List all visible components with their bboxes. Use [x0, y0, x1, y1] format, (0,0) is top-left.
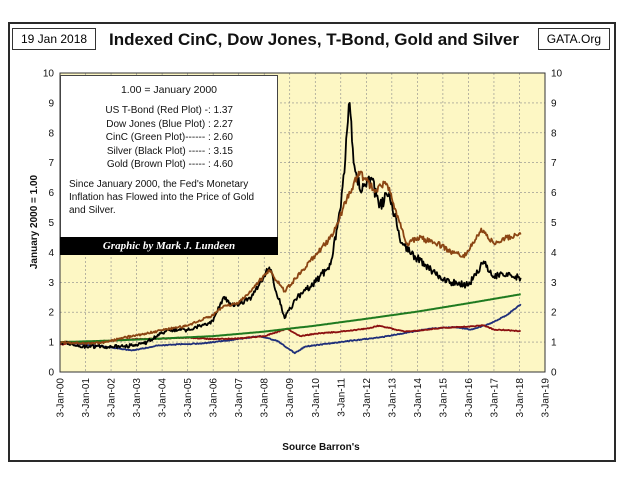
x-tick-label: 3-Jan-00 [56, 378, 67, 418]
y-tick-label-right: 8 [551, 128, 557, 139]
legend-line-dow: Dow Jones (Blue Plot) : 2.27 [106, 118, 233, 130]
legend-line-silver: Silver (Black Plot) ----- : 3.15 [106, 145, 233, 157]
y-tick-label-right: 1 [551, 338, 557, 349]
y-tick-label-left: 0 [48, 368, 54, 379]
y-tick-label-right: 10 [551, 69, 563, 80]
y-tick-label-right: 3 [551, 278, 557, 289]
x-tick-label: 3-Jan-08 [260, 378, 271, 418]
y-tick-label-left: 6 [48, 188, 54, 199]
y-tick-label-left: 4 [48, 248, 54, 259]
x-tick-label: 3-Jan-13 [387, 378, 398, 418]
y-tick-label-left: 9 [48, 98, 54, 109]
x-tick-label: 3-Jan-09 [285, 378, 296, 418]
site-label: GATA.Org [537, 28, 610, 50]
x-tick-label: 3-Jan-04 [158, 378, 169, 418]
x-tick-label: 3-Jan-07 [234, 378, 245, 418]
x-tick-label: 3-Jan-06 [209, 378, 220, 418]
x-tick-label: 3-Jan-03 [132, 378, 143, 418]
y-tick-label-left: 5 [48, 218, 54, 229]
legend-line-tbond: US T-Bond (Red Plot) -: 1.37 [105, 105, 233, 116]
legend-line-gold: Gold (Brown Plot) ----- : 4.60 [106, 159, 233, 170]
y-tick-label-left: 2 [48, 308, 54, 319]
y-tick-label-left: 8 [48, 128, 54, 139]
x-tick-label: 3-Jan-12 [362, 378, 373, 418]
y-tick-label-left: 3 [48, 278, 54, 289]
y-tick-label-left: 1 [48, 338, 54, 349]
x-tick-label: 3-Jan-02 [107, 378, 118, 418]
credit-label: Graphic by Mark J. Lundeen [60, 237, 278, 255]
y-tick-label-left: 7 [48, 158, 54, 169]
y-tick-label-right: 2 [551, 308, 557, 319]
silver-line [59, 102, 522, 350]
x-tick-label: 3-Jan-18 [515, 378, 526, 418]
x-tick-label: 3-Jan-11 [336, 378, 347, 417]
x-tick-label: 3-Jan-15 [438, 378, 449, 418]
y-tick-label-right: 4 [551, 248, 557, 259]
y-tick-label-right: 7 [551, 158, 557, 169]
x-tick-label: 3-Jan-14 [413, 378, 424, 418]
x-tick-label: 3-Jan-19 [541, 378, 552, 418]
x-tick-label: 3-Jan-05 [183, 378, 194, 418]
x-tick-label: 3-Jan-01 [81, 378, 92, 418]
y-tick-label-right: 0 [551, 368, 557, 379]
y-tick-label-left: 10 [43, 69, 55, 80]
chart-title: Indexed CinC, Dow Jones, T-Bond, Gold an… [109, 30, 519, 49]
legend-box: 1.00 = January 2000 US T-Bond (Red Plot)… [60, 75, 278, 255]
y-axis-title: January 2000 = 1.00 [29, 174, 40, 269]
x-tick-label: 3-Jan-10 [311, 378, 322, 418]
legend-note: Since January 2000, the Fed's Monetary I… [69, 178, 255, 216]
x-axis-title: Source Barron's [282, 442, 360, 453]
y-tick-label-right: 6 [551, 188, 557, 199]
x-tick-label: 3-Jan-17 [489, 378, 500, 418]
gold-line [59, 170, 522, 345]
date-label: 19 Jan 2018 [12, 28, 97, 50]
legend-heading: 1.00 = January 2000 [120, 84, 218, 96]
x-tick-label: 3-Jan-16 [464, 378, 475, 418]
legend-line-cinc: CinC (Green Plot)------ : 2.60 [105, 132, 233, 143]
y-tick-label-right: 9 [551, 98, 557, 109]
y-tick-label-right: 5 [551, 218, 557, 229]
cinc-line [59, 293, 521, 344]
